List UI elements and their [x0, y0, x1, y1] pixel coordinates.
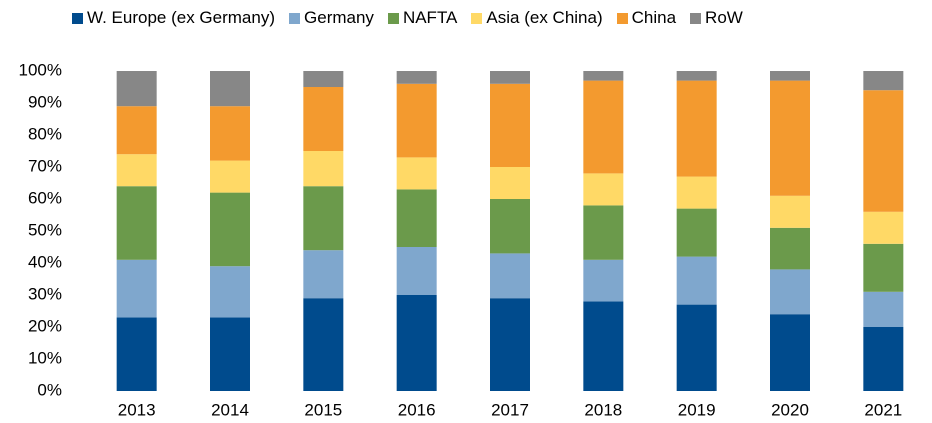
y-tick-label: 80%	[28, 124, 62, 143]
bar-segment	[863, 327, 904, 391]
bar-segment	[863, 211, 904, 244]
x-tick-label: 2015	[304, 400, 342, 419]
y-tick-label: 10%	[28, 348, 62, 367]
legend-swatch	[471, 12, 483, 24]
legend-swatch	[387, 12, 399, 24]
bar-segment	[116, 106, 157, 155]
legend-label: RoW	[705, 8, 743, 27]
y-tick-label: 40%	[28, 252, 62, 271]
bar-segment	[863, 90, 904, 212]
legend-item: Asia (ex China)	[471, 8, 603, 28]
bar-segment	[676, 176, 717, 209]
bar-segment	[116, 259, 157, 318]
bar-segment	[490, 71, 530, 84]
y-tick-label: 70%	[28, 156, 62, 175]
bar-segment	[583, 205, 624, 260]
bar-segment	[396, 71, 437, 84]
y-tick-label: 90%	[28, 92, 62, 111]
bar-segment	[303, 87, 344, 151]
bar-segment	[490, 298, 530, 391]
bar-segment	[676, 304, 717, 391]
legend-swatch	[616, 12, 628, 24]
x-tick-label: 2020	[771, 400, 809, 419]
x-tick-label: 2014	[211, 400, 249, 419]
legend-item: China	[616, 8, 677, 28]
bar-segment	[863, 71, 904, 91]
bar-segment	[583, 71, 624, 81]
bar-segment	[770, 314, 810, 391]
x-tick-label: 2018	[584, 400, 622, 419]
y-tick-label: 100%	[19, 60, 62, 79]
bar-segment	[303, 250, 344, 299]
bar-segment	[303, 298, 344, 391]
bar-segment	[863, 243, 904, 292]
legend-swatch	[72, 12, 83, 24]
y-tick-label: 60%	[28, 188, 62, 207]
x-tick-label: 2016	[398, 400, 436, 419]
bar-segment	[676, 71, 717, 81]
bar-segment	[303, 151, 344, 187]
y-tick-label: 0%	[37, 380, 62, 399]
legend-item: W. Europe (ex Germany)	[72, 8, 275, 28]
bar-segment	[116, 71, 157, 107]
legend-swatch	[289, 12, 301, 24]
bar-segment	[303, 186, 344, 251]
bar-segment	[210, 71, 250, 107]
bar-segment	[210, 317, 250, 391]
bar-segment	[583, 80, 624, 174]
bar-segment	[583, 301, 624, 391]
legend-label: NAFTA	[402, 8, 458, 27]
bar-segment	[770, 227, 810, 270]
bar-segment	[116, 154, 157, 187]
legend: W. Europe (ex Germany) Germany NAFTA Asia (…	[72, 8, 743, 28]
legend-item: RoW	[690, 8, 743, 28]
bar-segment	[396, 83, 437, 158]
bar-segment	[863, 291, 904, 327]
bar-segment	[490, 253, 530, 299]
bar-segment	[770, 80, 810, 196]
legend-item: NAFTA	[387, 8, 458, 28]
bar-segment	[116, 186, 157, 260]
x-tick-label: 2021	[864, 400, 902, 419]
bar-segment	[490, 83, 530, 167]
x-tick-label: 2019	[678, 400, 716, 419]
legend-label: W. Europe (ex Germany)	[87, 8, 276, 27]
bar-segment	[210, 266, 250, 318]
legend-item: Germany	[289, 8, 374, 28]
y-tick-label: 30%	[28, 284, 62, 303]
bar-segment	[396, 157, 437, 190]
legend-label: China	[631, 8, 677, 27]
bar-segment	[396, 189, 437, 247]
y-tick-label: 20%	[28, 316, 62, 335]
bar-segment	[770, 71, 810, 81]
bar-segment	[490, 199, 530, 254]
legend-label: Asia (ex China)	[486, 8, 603, 27]
bar-segment	[210, 192, 250, 267]
bar-segment	[303, 71, 344, 87]
x-tick-label: 2017	[491, 400, 529, 419]
bar-segment	[490, 167, 530, 199]
legend-label: Germany	[304, 8, 374, 27]
bar-segment	[210, 160, 250, 193]
bar-segment	[676, 208, 717, 257]
x-tick-label: 2013	[118, 400, 156, 419]
bar-segment	[396, 295, 437, 391]
y-tick-label: 50%	[28, 220, 62, 239]
bar-segment	[676, 256, 717, 305]
bar-segment	[770, 195, 810, 228]
bar-segment	[210, 106, 250, 161]
bar-segment	[770, 269, 810, 315]
bar-segment	[583, 173, 624, 206]
bar-segment	[116, 317, 157, 391]
bar-segment	[583, 259, 624, 302]
legend-swatch	[690, 12, 702, 24]
bar-segment	[396, 247, 437, 295]
bar-segment	[676, 80, 717, 177]
